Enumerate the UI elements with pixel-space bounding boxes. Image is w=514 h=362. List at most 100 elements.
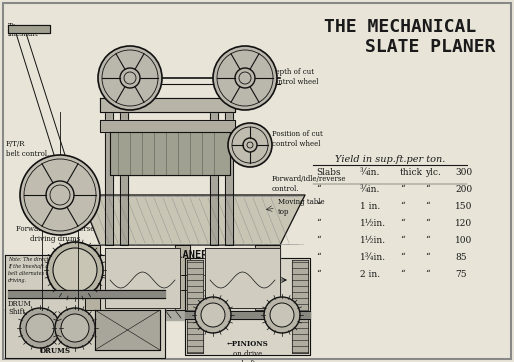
Text: 150: 150 <box>455 202 472 211</box>
Text: “: “ <box>316 270 321 279</box>
Polygon shape <box>105 248 180 308</box>
Text: Position of cut: Position of cut <box>272 130 323 138</box>
Text: “: “ <box>400 202 405 211</box>
Text: ylc.: ylc. <box>425 168 441 177</box>
Polygon shape <box>225 100 233 245</box>
Circle shape <box>243 138 257 152</box>
Text: 100: 100 <box>455 236 472 245</box>
Text: “: “ <box>425 253 430 262</box>
Polygon shape <box>185 258 310 355</box>
Text: “: “ <box>425 219 430 228</box>
Text: control wheel: control wheel <box>270 78 318 86</box>
Text: THE MECHANICAL: THE MECHANICAL <box>324 18 476 36</box>
Text: 1 in.: 1 in. <box>360 202 380 211</box>
Circle shape <box>98 46 162 110</box>
Text: belt alternates which drum are: belt alternates which drum are <box>8 271 84 276</box>
Text: Moving table: Moving table <box>278 198 325 206</box>
Text: top: top <box>242 296 253 304</box>
Polygon shape <box>255 245 280 310</box>
Text: “: “ <box>425 202 430 211</box>
Text: F  I  R: F I R <box>60 289 84 297</box>
Text: Depth of cut: Depth of cut <box>270 68 314 76</box>
Polygon shape <box>85 245 100 310</box>
Circle shape <box>20 155 100 235</box>
Polygon shape <box>110 132 230 175</box>
Circle shape <box>20 308 60 348</box>
Text: “: “ <box>400 253 405 262</box>
Text: top: top <box>278 208 289 216</box>
Text: driving drums: driving drums <box>30 235 80 243</box>
Text: ¾in.: ¾in. <box>360 185 380 194</box>
Polygon shape <box>120 100 128 245</box>
Polygon shape <box>292 260 308 353</box>
Circle shape <box>120 68 140 88</box>
Text: lineshaft: lineshaft <box>8 30 39 38</box>
Circle shape <box>26 314 54 342</box>
Text: If the lineshaft above the: If the lineshaft above the <box>8 264 69 269</box>
Polygon shape <box>187 260 203 353</box>
Circle shape <box>46 181 74 209</box>
Text: 1½in.: 1½in. <box>360 219 386 228</box>
Polygon shape <box>80 195 305 245</box>
Text: “: “ <box>400 236 405 245</box>
Text: “: “ <box>425 236 430 245</box>
Text: Forward/idle/reverse: Forward/idle/reverse <box>272 175 346 183</box>
Text: “: “ <box>425 270 430 279</box>
Text: 300: 300 <box>455 168 472 177</box>
Text: To: To <box>8 22 16 30</box>
Text: DRIVE Shift: DRIVE Shift <box>105 278 157 286</box>
Circle shape <box>195 297 231 333</box>
Polygon shape <box>210 100 218 245</box>
Polygon shape <box>5 255 165 358</box>
Polygon shape <box>100 120 235 132</box>
Text: Shift: Shift <box>8 308 25 316</box>
Circle shape <box>270 303 294 327</box>
Text: Forward   &   Reverse: Forward & Reverse <box>16 225 94 233</box>
Circle shape <box>213 46 277 110</box>
Text: driving.: driving. <box>8 278 27 283</box>
Circle shape <box>264 297 300 333</box>
Text: DRUMS: DRUMS <box>40 347 70 355</box>
Polygon shape <box>100 98 235 112</box>
Text: control.: control. <box>272 185 300 193</box>
Text: GEAR: GEAR <box>105 265 130 273</box>
Text: shaft: shaft <box>238 360 256 362</box>
Text: 2 in.: 2 in. <box>360 270 380 279</box>
Text: ←PINIONS: ←PINIONS <box>227 340 268 348</box>
Text: “: “ <box>400 185 405 194</box>
Text: 120: 120 <box>455 219 472 228</box>
Text: F/T/R: F/T/R <box>6 140 26 148</box>
Circle shape <box>61 314 89 342</box>
Text: DRUM: DRUM <box>8 300 32 308</box>
Text: RING: RING <box>105 256 128 264</box>
Text: 1½in.: 1½in. <box>360 236 386 245</box>
Text: “: “ <box>400 219 405 228</box>
Text: “: “ <box>316 236 321 245</box>
Circle shape <box>228 123 272 167</box>
Text: thick: thick <box>400 168 423 177</box>
Text: 85: 85 <box>455 253 467 262</box>
Text: RACKS: RACKS <box>232 276 263 284</box>
Text: Yield in sup.ft.per ton.: Yield in sup.ft.per ton. <box>335 155 445 164</box>
Polygon shape <box>205 248 280 308</box>
Polygon shape <box>8 25 50 33</box>
Text: on table: on table <box>233 286 262 294</box>
Polygon shape <box>175 245 190 310</box>
Text: SLATE PLANER: SLATE PLANER <box>365 38 495 56</box>
Text: on drive: on drive <box>233 350 262 358</box>
Text: 200: 200 <box>455 185 472 194</box>
Text: “: “ <box>316 185 321 194</box>
Text: “: “ <box>400 270 405 279</box>
Text: belt control.: belt control. <box>6 150 49 158</box>
Polygon shape <box>95 310 160 350</box>
Text: ¾in.: ¾in. <box>360 168 380 177</box>
Polygon shape <box>8 290 165 298</box>
Text: Note: The direction of rotation: Note: The direction of rotation <box>8 257 83 262</box>
Polygon shape <box>185 311 310 319</box>
Text: TYPICAL PLANER & GEARING: TYPICAL PLANER & GEARING <box>120 250 270 260</box>
Circle shape <box>55 308 95 348</box>
Text: Slabs: Slabs <box>316 168 341 177</box>
Text: “: “ <box>316 253 321 262</box>
Circle shape <box>47 242 103 298</box>
Text: 75: 75 <box>455 270 467 279</box>
